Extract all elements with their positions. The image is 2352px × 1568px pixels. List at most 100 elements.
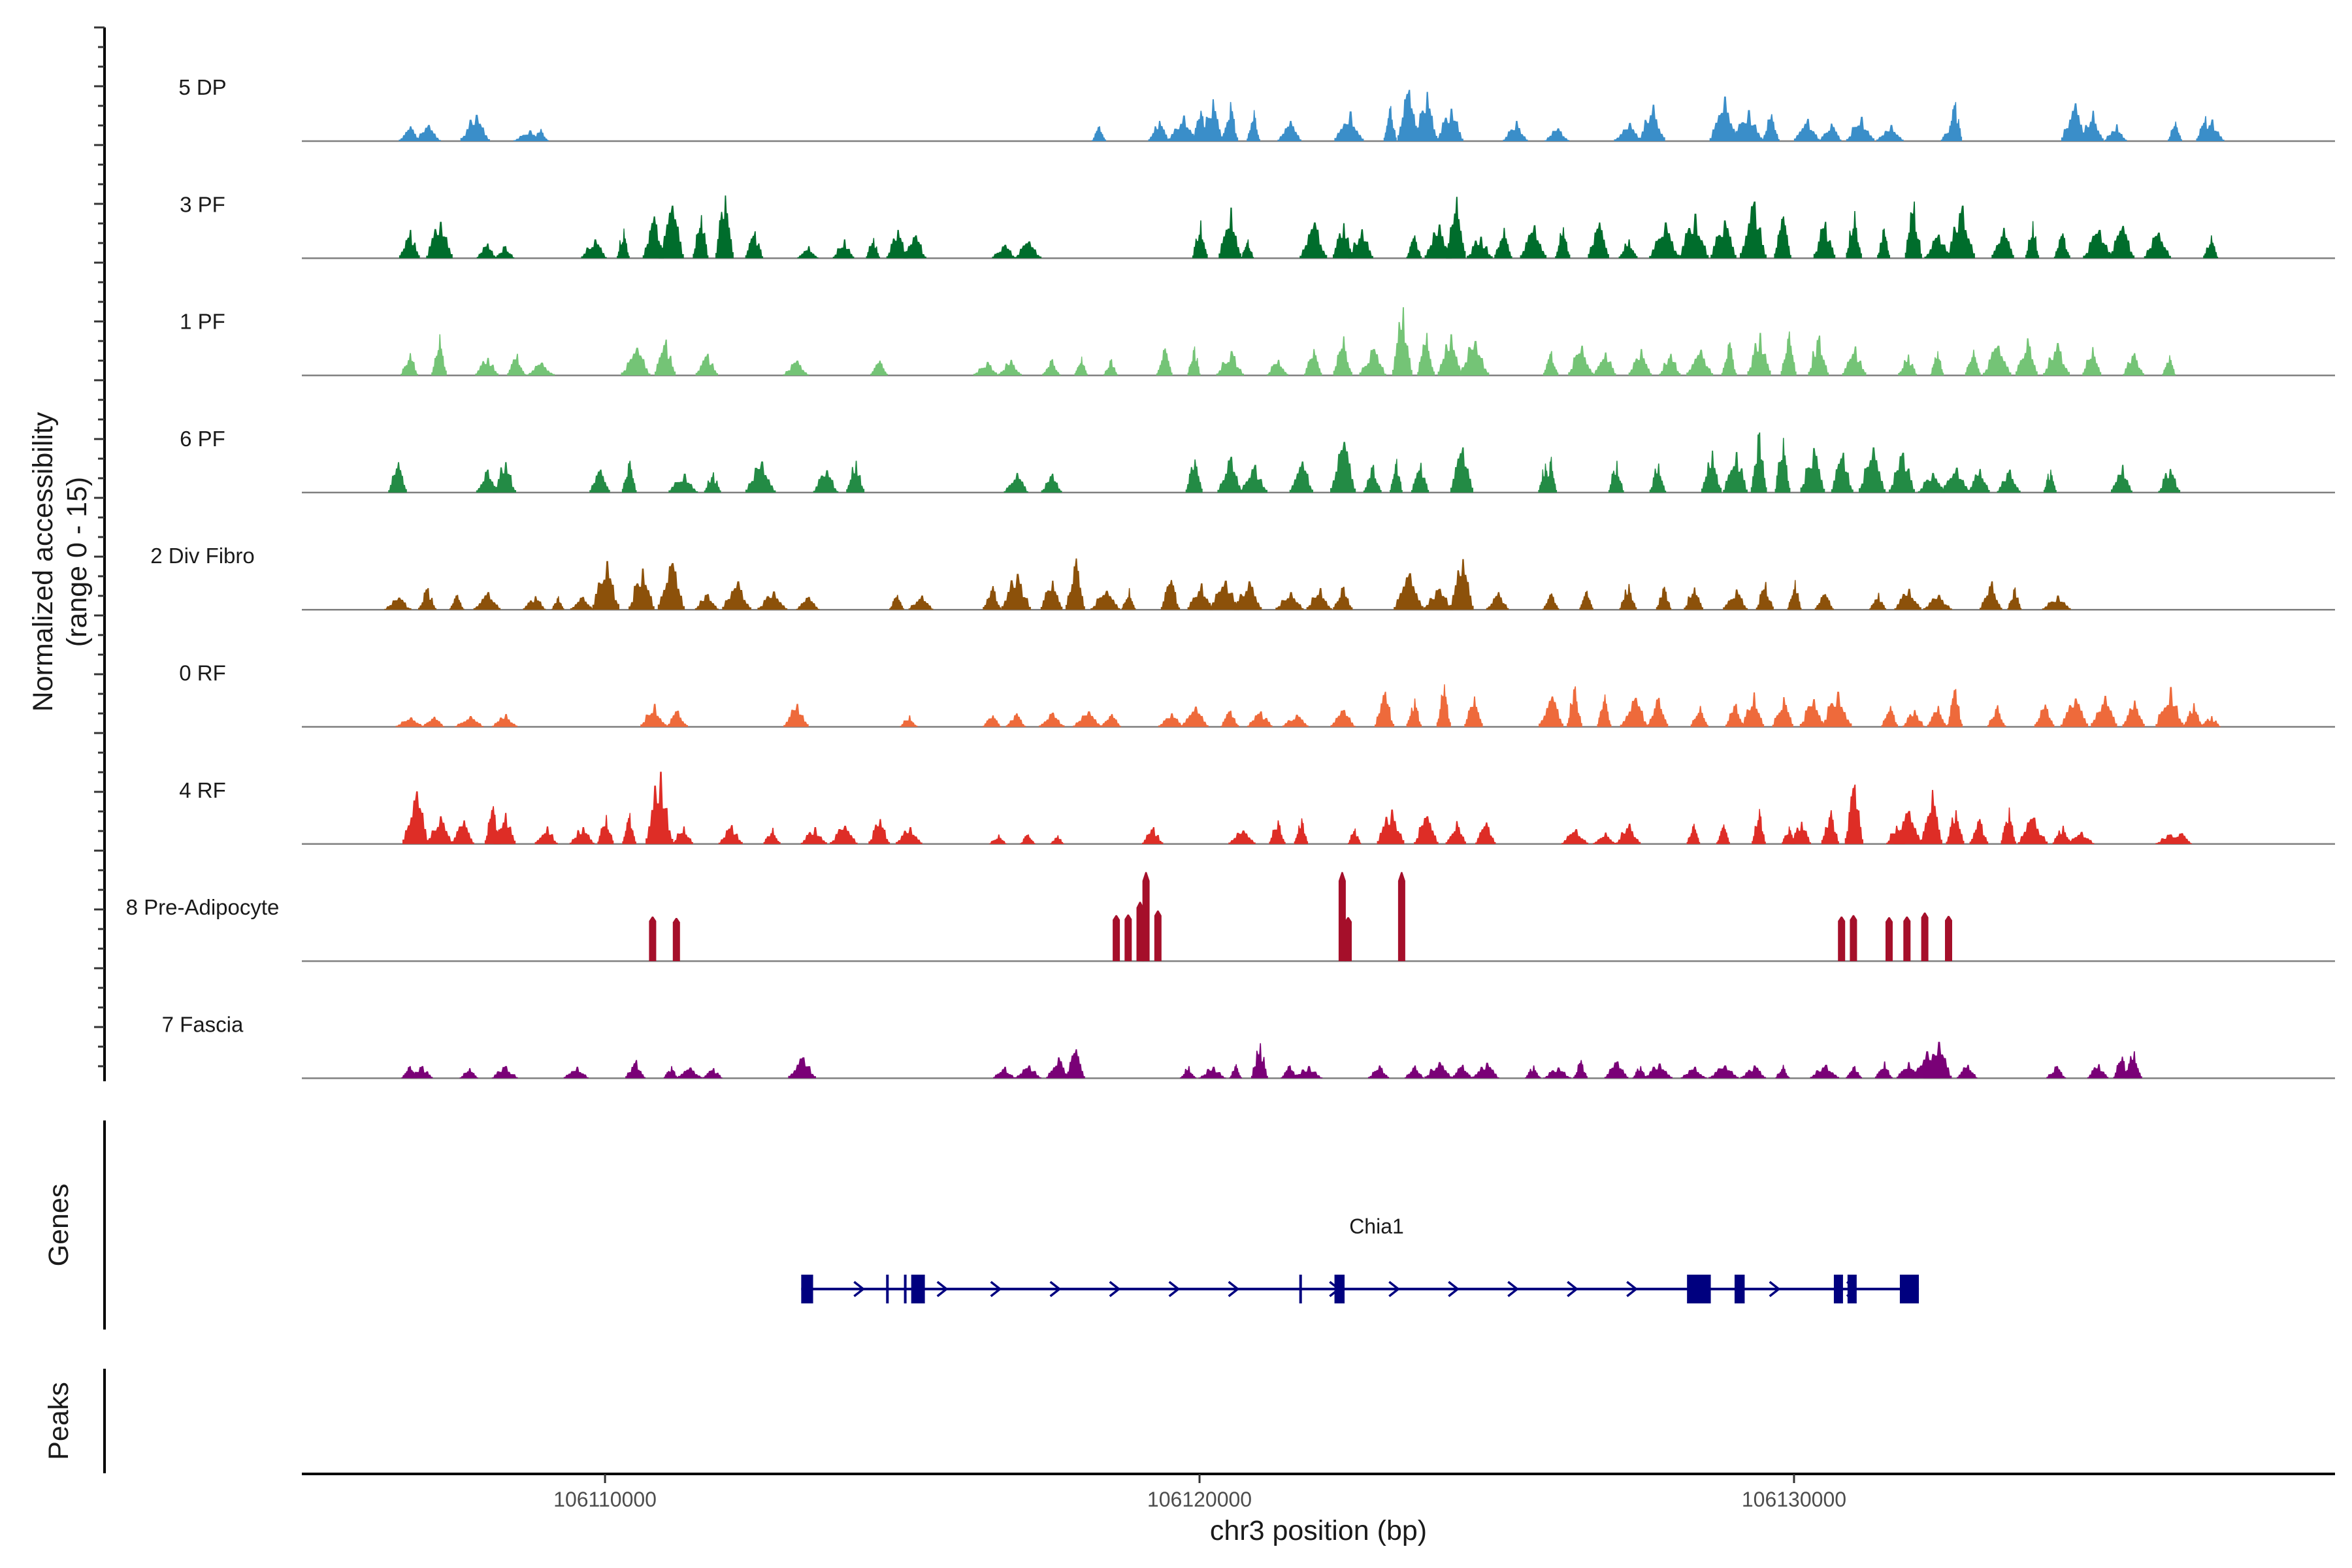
peak-6-pf-7 bbox=[745, 461, 776, 493]
peak-3-pf-25 bbox=[1424, 224, 1452, 259]
peak-3-pf-50 bbox=[2203, 235, 2219, 259]
peak-2-div-fibro-46 bbox=[2007, 587, 2022, 610]
peak-3-pf-11 bbox=[797, 246, 819, 259]
peak-1-pf-35 bbox=[1808, 335, 1829, 376]
peak-5-dp-0 bbox=[399, 126, 421, 141]
peak-0-rf-30 bbox=[1742, 692, 1765, 727]
peak-7-fascia-24 bbox=[1472, 1062, 1499, 1079]
peak-0-rf-10 bbox=[1039, 712, 1065, 727]
track-8-pre-adipocyte: 8 Pre-Adipocyte bbox=[126, 872, 2335, 962]
peak-5-dp-13 bbox=[1334, 111, 1364, 141]
peak-1-pf-40 bbox=[1983, 346, 2012, 376]
peak-2-div-fibro-14 bbox=[889, 595, 904, 610]
peak-2-div-fibro-13 bbox=[796, 596, 820, 610]
peak-1-pf-12 bbox=[1042, 359, 1061, 376]
coverage-tracks: 5 DP 3 PF 1 PF 6 PF 2 Div Fibro 0 RF 4 RF 8 Pre… bbox=[126, 75, 2335, 1079]
peak-2-div-fibro-45 bbox=[1980, 581, 2002, 610]
peak-4-rf-26 bbox=[1414, 816, 1439, 844]
gene-strand-arrow bbox=[1567, 1281, 1579, 1298]
peak-6-pf-29 bbox=[1800, 448, 1825, 493]
peak-5-dp-31 bbox=[2061, 103, 2087, 141]
peak-1-pf-39 bbox=[1965, 350, 1981, 376]
peak-6-pf-22 bbox=[1544, 457, 1558, 493]
peak-1-pf-3 bbox=[507, 353, 526, 376]
peak-5-dp-5 bbox=[1092, 126, 1106, 141]
peak-4-rf-47 bbox=[2066, 832, 2095, 844]
peak-3-pf-24 bbox=[1406, 235, 1422, 259]
peak-6-pf-27 bbox=[1750, 432, 1767, 493]
peak-3-pf-48 bbox=[2109, 225, 2135, 259]
peak-4-rf-6 bbox=[569, 827, 595, 844]
peak-7-fascia-18 bbox=[1281, 1065, 1298, 1079]
peak-7-fascia-25 bbox=[1525, 1065, 1541, 1079]
peak-7-fascia-23 bbox=[1451, 1064, 1473, 1079]
peak-2-div-fibro-44 bbox=[1923, 595, 1952, 610]
peak-3-pf-33 bbox=[1649, 222, 1680, 259]
peak-3-pf-38 bbox=[1813, 221, 1836, 259]
peak-7-fascia-7 bbox=[676, 1067, 703, 1079]
peak-5-dp-6 bbox=[1148, 121, 1169, 141]
peak-4-rf-49 bbox=[2170, 833, 2192, 844]
peak-3-pf-45 bbox=[2025, 221, 2040, 259]
peak-2-div-fibro-40 bbox=[1787, 580, 1802, 610]
peak-3-pf-30 bbox=[1555, 227, 1571, 259]
peak-2-div-fibro-28 bbox=[1333, 587, 1353, 610]
peak-0-rf-31 bbox=[1772, 697, 1793, 727]
peak-6-pf-31 bbox=[1859, 447, 1886, 493]
gene-exon bbox=[1899, 1275, 1919, 1303]
peak-7-fascia-36 bbox=[1846, 1066, 1862, 1079]
peak-5-dp-12 bbox=[1277, 121, 1301, 141]
peak-3-pf-28 bbox=[1494, 227, 1512, 259]
peak-4-rf-36 bbox=[1790, 821, 1811, 844]
peak-3-pf-39 bbox=[1846, 211, 1862, 259]
peak-4-rf-1 bbox=[426, 816, 453, 844]
peak-6-pf-16 bbox=[1330, 442, 1356, 493]
x-tick-label: 106130000 bbox=[1742, 1488, 1846, 1511]
genes-panel-label: Genes bbox=[43, 1184, 74, 1267]
peak-6-pf-19 bbox=[1411, 463, 1429, 493]
peak-1-pf-20 bbox=[1333, 336, 1352, 376]
peak-6-pf-5 bbox=[668, 474, 698, 493]
peak-1-pf-13 bbox=[1074, 356, 1088, 376]
peak-4-rf-23 bbox=[1294, 818, 1309, 844]
peak-4-rf-19 bbox=[1050, 835, 1064, 844]
peak-5-dp-11 bbox=[1247, 110, 1260, 141]
peak-4-rf-18 bbox=[1020, 834, 1036, 844]
peak-2-div-fibro-32 bbox=[1486, 592, 1509, 610]
gene-strand-arrow bbox=[1626, 1281, 1639, 1298]
peak-4-rf-45 bbox=[2017, 817, 2048, 844]
y-axis-ticks bbox=[94, 26, 105, 1068]
track-2-div-fibro: 2 Div Fibro bbox=[150, 544, 2335, 611]
peak-2-div-fibro-35 bbox=[1619, 583, 1637, 610]
peak-6-pf-17 bbox=[1363, 465, 1382, 493]
peak-6-pf-4 bbox=[621, 461, 637, 493]
peak-8-pre-adipocyte-1 bbox=[672, 918, 680, 962]
peak-0-rf-8 bbox=[983, 715, 1002, 727]
peak-1-pf-29 bbox=[1628, 349, 1652, 376]
peak-6-pf-14 bbox=[1240, 465, 1267, 493]
peak-7-fascia-12 bbox=[1046, 1057, 1069, 1079]
peak-5-dp-27 bbox=[1846, 116, 1874, 141]
peak-7-fascia-40 bbox=[1923, 1041, 1952, 1079]
peak-7-fascia-4 bbox=[563, 1066, 589, 1079]
peak-6-pf-18 bbox=[1390, 459, 1403, 493]
peak-0-rf-24 bbox=[1567, 686, 1582, 727]
peak-1-pf-17 bbox=[1216, 351, 1244, 376]
peak-8-pre-adipocyte-15 bbox=[1945, 915, 1952, 962]
peak-4-rf-33 bbox=[1716, 824, 1730, 844]
peak-5-dp-21 bbox=[1639, 105, 1665, 141]
peak-4-rf-13 bbox=[800, 827, 827, 844]
peak-7-fascia-1 bbox=[410, 1066, 433, 1079]
x-tick-label: 106120000 bbox=[1147, 1488, 1252, 1511]
peak-3-pf-18 bbox=[1192, 220, 1208, 259]
peak-0-rf-12 bbox=[1101, 713, 1121, 727]
peak-4-rf-37 bbox=[1821, 810, 1839, 844]
peak-5-dp-2 bbox=[460, 114, 490, 141]
peak-3-pf-32 bbox=[1618, 239, 1638, 259]
peak-4-rf-24 bbox=[1348, 828, 1362, 844]
peak-0-rf-41 bbox=[2091, 696, 2117, 727]
x-axis-title: chr3 position (bp) bbox=[1210, 1515, 1427, 1546]
peak-4-rf-34 bbox=[1752, 809, 1766, 844]
peak-7-fascia-30 bbox=[1644, 1063, 1673, 1079]
peak-7-fascia-14 bbox=[1180, 1066, 1197, 1079]
